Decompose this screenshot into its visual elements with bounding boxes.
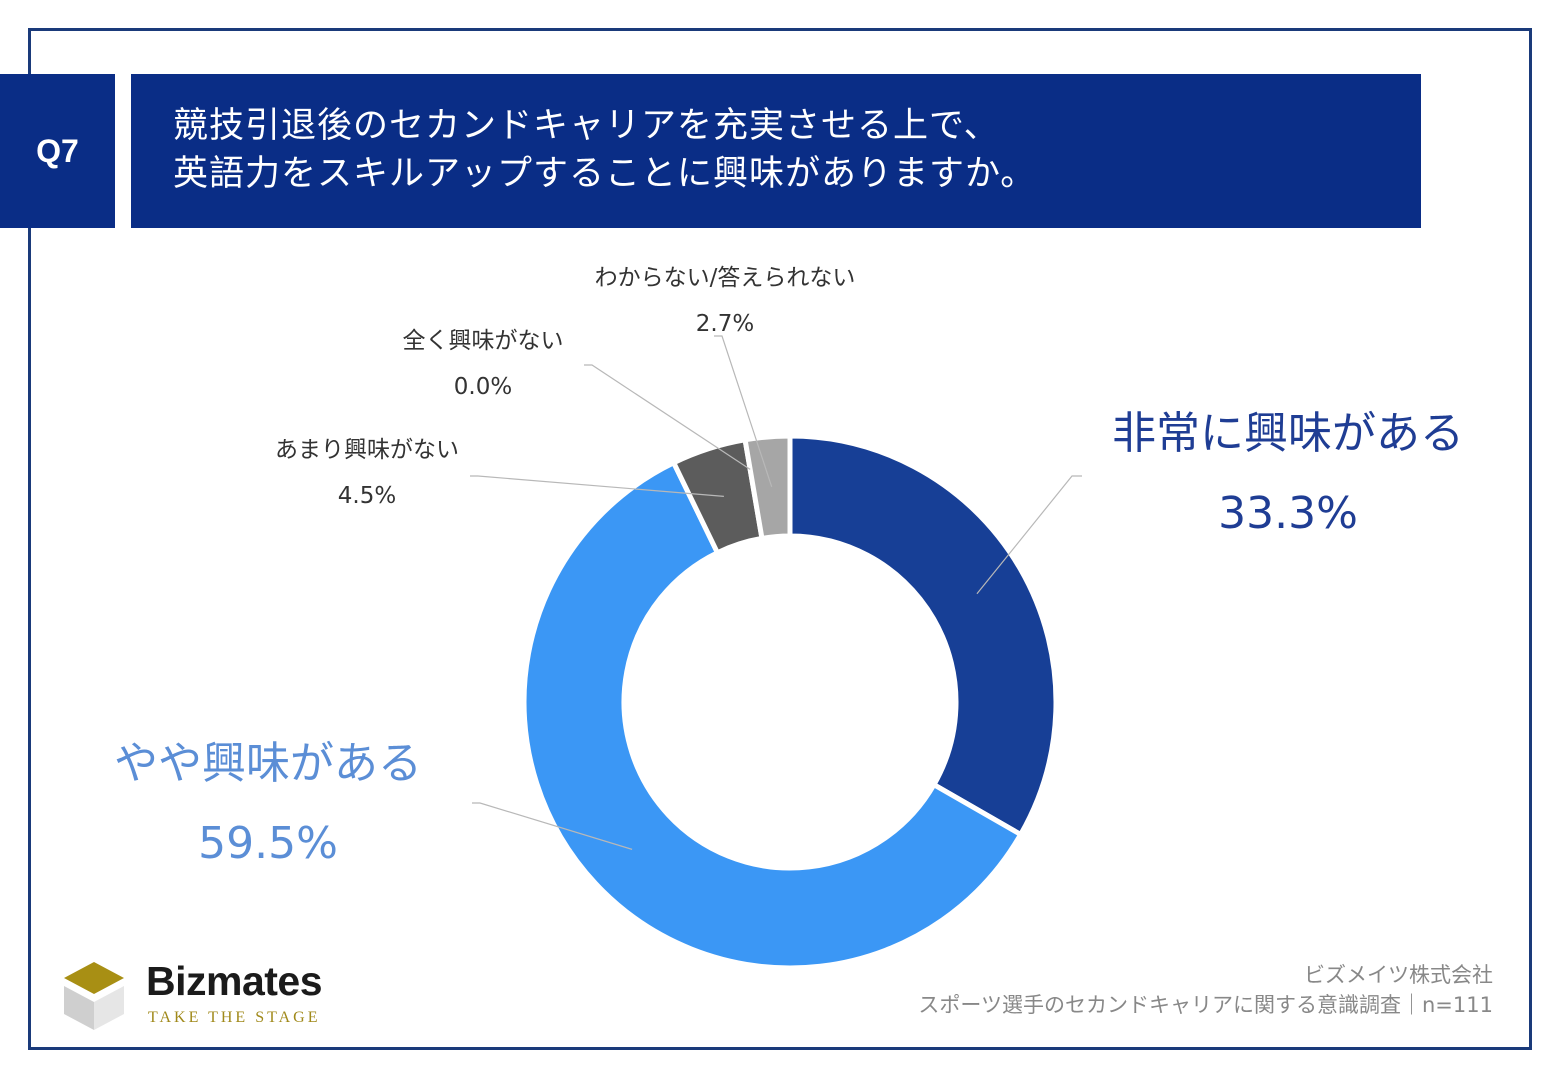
question-title-line-2: 英語力をスキルアップすることに興味がありますか。 bbox=[173, 154, 1037, 194]
slice-label-not-very-interested: あまり興味がない 4.5% bbox=[248, 435, 486, 511]
question-title-bar: 競技引退後のセカンドキャリアを充実させる上で、 英語力をスキルアップすることに興… bbox=[131, 74, 1421, 228]
leader-line-very-interested bbox=[976, 475, 1082, 595]
leader-line-dont-know bbox=[714, 335, 773, 487]
source-company: ビズメイツ株式会社 bbox=[1304, 963, 1493, 987]
leader-line-not-very-interested bbox=[470, 475, 724, 497]
leader-lines bbox=[470, 335, 1082, 850]
slice-very-interested bbox=[787, 433, 1059, 838]
question-number-badge: Q7 bbox=[0, 74, 115, 228]
slice-name-not-very-interested: あまり興味がない bbox=[275, 437, 459, 463]
slice-name-dont-know: わからない/答えられない bbox=[594, 265, 856, 291]
slice-value-dont-know: 2.7% bbox=[695, 311, 755, 337]
slice-label-somewhat-interested: やや興味がある 59.5% bbox=[98, 734, 438, 874]
source-survey: スポーツ選手のセカンドキャリアに関する意識調査｜n=111 bbox=[918, 993, 1493, 1017]
slice-label-very-interested: 非常に興味がある 33.3% bbox=[1098, 404, 1478, 544]
donut-slices bbox=[521, 433, 1059, 971]
slice-value-somewhat-interested: 59.5% bbox=[198, 818, 338, 869]
chart-frame bbox=[28, 28, 1532, 1050]
slice-name-not-interested: 全く興味がない bbox=[402, 328, 564, 354]
slice-name-somewhat-interested: やや興味がある bbox=[114, 738, 422, 789]
slice-somewhat-interested bbox=[521, 459, 1025, 971]
slice-value-very-interested: 33.3% bbox=[1218, 488, 1358, 539]
source-note: ビズメイツ株式会社 スポーツ選手のセカンドキャリアに関する意識調査｜n=111 bbox=[918, 960, 1493, 1020]
logo-name: Bizmates bbox=[146, 958, 323, 1004]
bizmates-logo-icon bbox=[64, 962, 124, 1030]
slice-name-very-interested: 非常に興味がある bbox=[1112, 408, 1464, 459]
slice-label-not-interested: 全く興味がない 0.0% bbox=[368, 326, 598, 402]
slice-label-dont-know: わからない/答えられない 2.7% bbox=[560, 263, 890, 339]
slice-dont-know bbox=[742, 433, 793, 542]
leader-line-not-interested bbox=[584, 364, 751, 470]
leader-line-somewhat-interested bbox=[472, 802, 633, 850]
slice-value-not-very-interested: 4.5% bbox=[337, 483, 397, 509]
logo-tagline: TAKE THE STAGE bbox=[148, 1009, 321, 1026]
slice-value-not-interested: 0.0% bbox=[453, 374, 513, 400]
question-number: Q7 bbox=[36, 132, 79, 169]
question-title-line-1: 競技引退後のセカンドキャリアを充実させる上で、 bbox=[173, 106, 1000, 146]
